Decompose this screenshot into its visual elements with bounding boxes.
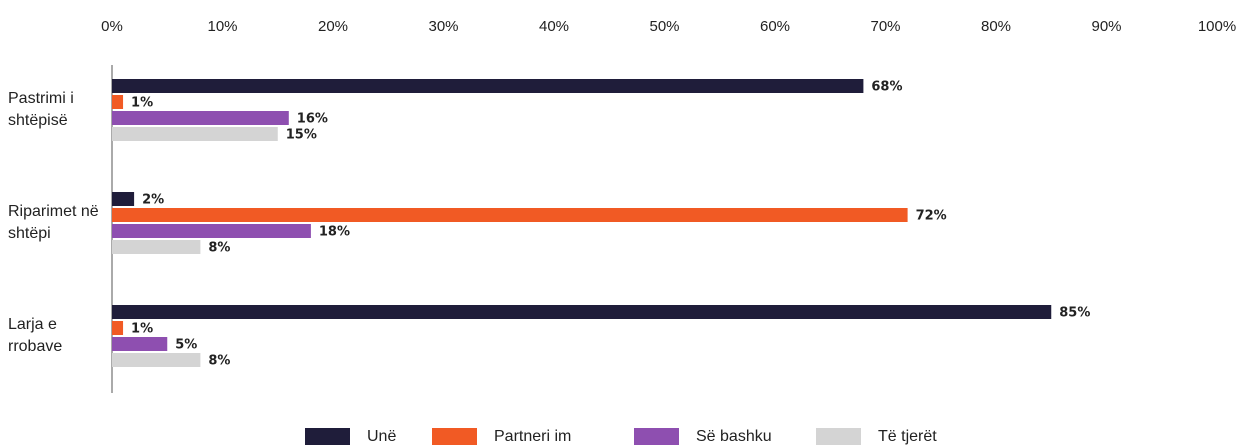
bar [112, 337, 168, 351]
bar [112, 127, 278, 141]
value-label: 15% [286, 128, 317, 143]
value-label: 85% [1059, 306, 1090, 321]
x-tick-label: 90% [1091, 18, 1121, 35]
category-label: Pastrimi i shtëpisë [8, 90, 74, 129]
category-label: Riparimet në shtëpi [8, 203, 99, 242]
legend-label: Së bashku [696, 428, 772, 445]
value-label: 1% [131, 322, 153, 337]
bar [112, 79, 864, 93]
value-label: 1% [131, 96, 153, 111]
legend-swatch [432, 428, 477, 445]
value-label: 18% [319, 225, 350, 240]
bar [112, 192, 135, 206]
bar [112, 353, 201, 367]
value-label: 5% [175, 338, 197, 353]
x-tick-label: 60% [760, 18, 790, 35]
bar [112, 224, 311, 238]
x-tick-label: 100% [1198, 18, 1236, 35]
bar [112, 111, 289, 125]
value-label: 8% [208, 241, 230, 256]
category-label: Larja e rrobave [8, 316, 63, 355]
bar [112, 240, 201, 254]
value-label: 68% [871, 80, 902, 95]
bar [112, 305, 1052, 319]
value-label: 72% [916, 209, 947, 224]
legend-swatch [305, 428, 350, 445]
bar [112, 321, 124, 335]
x-tick-label: 30% [428, 18, 458, 35]
x-tick-label: 70% [870, 18, 900, 35]
value-label: 2% [142, 193, 164, 208]
x-tick-label: 0% [101, 18, 123, 35]
value-label: 8% [208, 354, 230, 369]
x-tick-label: 20% [318, 18, 348, 35]
legend-swatch [634, 428, 679, 445]
value-label: 16% [297, 112, 328, 127]
x-tick-label: 80% [981, 18, 1011, 35]
legend-label: Partneri im [494, 428, 571, 445]
x-tick-label: 40% [539, 18, 569, 35]
legend-swatch [816, 428, 861, 445]
bar [112, 95, 124, 109]
x-tick-label: 50% [649, 18, 679, 35]
x-tick-label: 10% [207, 18, 237, 35]
legend-label: Të tjerët [878, 428, 937, 445]
legend-label: Unë [367, 428, 396, 445]
bar [112, 208, 908, 222]
